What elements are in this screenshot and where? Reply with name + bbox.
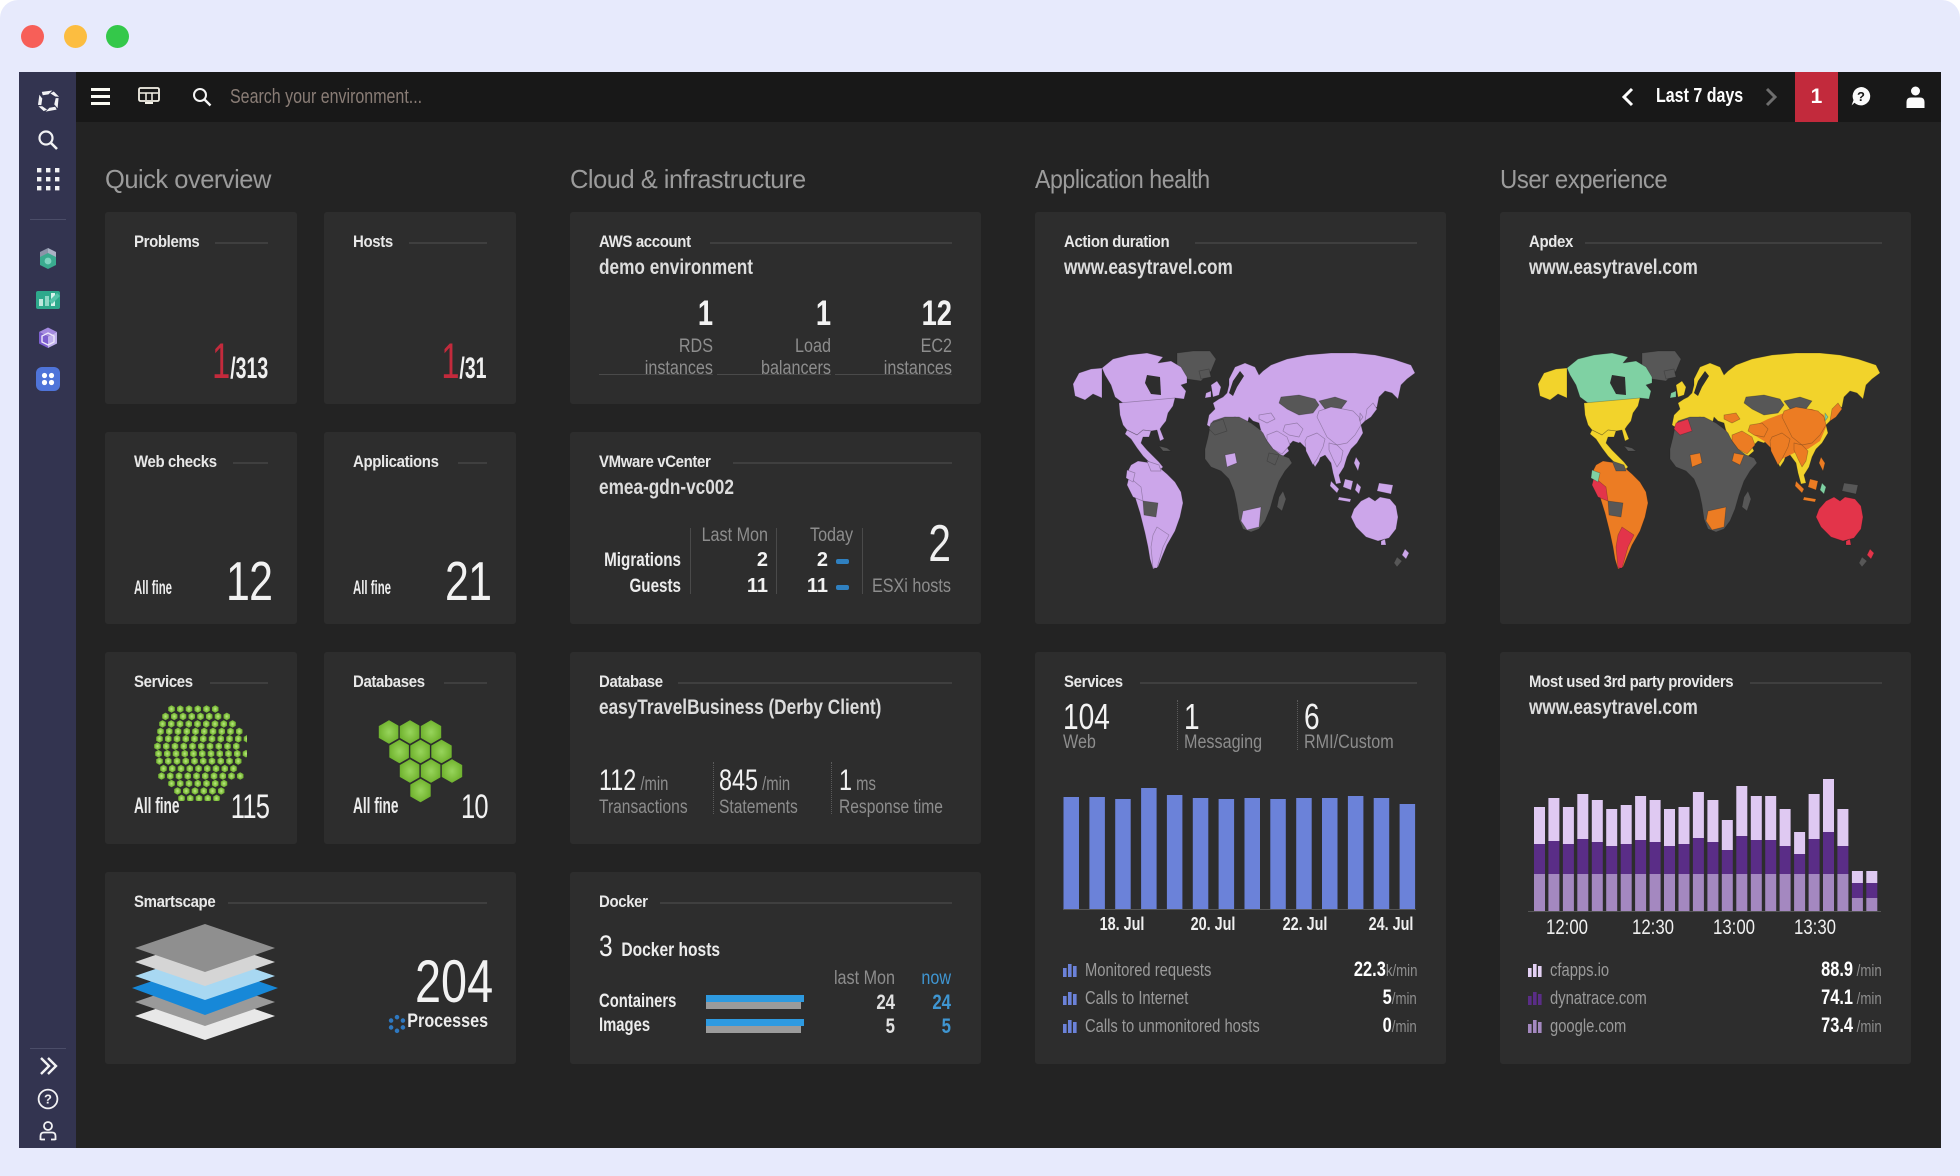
- svg-text:?: ?: [44, 1092, 52, 1107]
- svg-text:?: ?: [1857, 89, 1865, 104]
